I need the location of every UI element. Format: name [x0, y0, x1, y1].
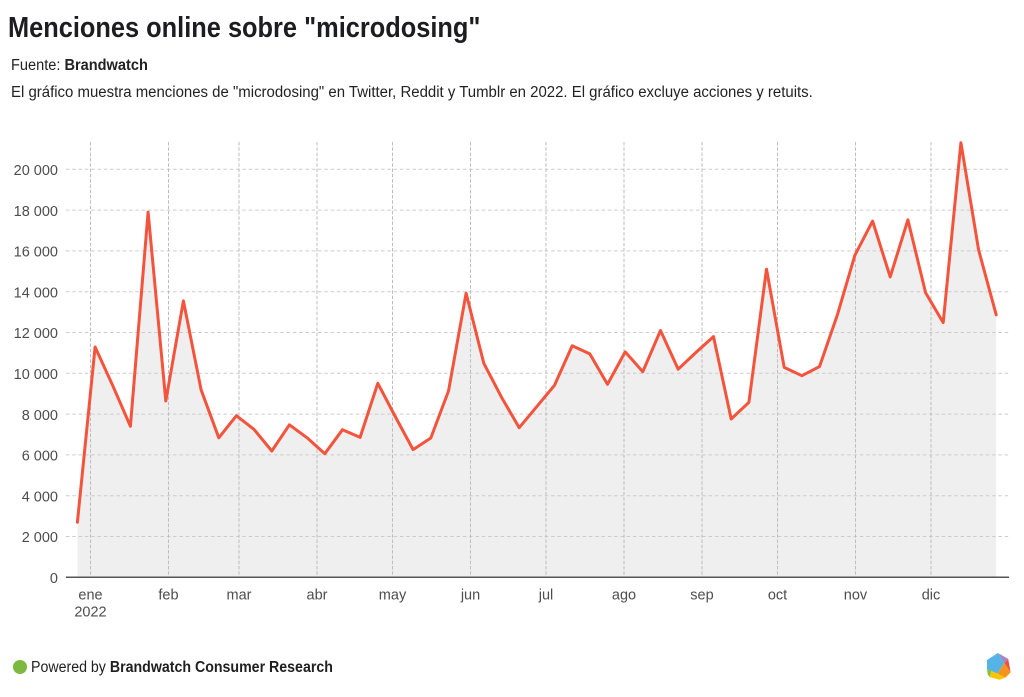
svg-text:6 000: 6 000: [22, 449, 58, 465]
svg-text:ago: ago: [612, 588, 636, 604]
svg-text:12 000: 12 000: [14, 326, 58, 342]
svg-text:jul: jul: [538, 588, 554, 604]
svg-text:nov: nov: [844, 588, 868, 604]
svg-text:14 000: 14 000: [14, 285, 58, 301]
svg-text:8 000: 8 000: [22, 408, 58, 424]
svg-text:oct: oct: [768, 588, 787, 604]
svg-text:0: 0: [50, 571, 58, 587]
svg-text:mar: mar: [227, 588, 252, 604]
svg-text:ene: ene: [78, 588, 102, 604]
svg-text:18 000: 18 000: [14, 204, 58, 220]
svg-text:jun: jun: [460, 588, 480, 604]
svg-text:sep: sep: [690, 588, 713, 604]
svg-text:dic: dic: [922, 588, 941, 604]
svg-text:may: may: [379, 588, 407, 604]
svg-text:feb: feb: [158, 588, 178, 604]
svg-text:2022: 2022: [74, 605, 106, 621]
svg-text:10 000: 10 000: [14, 367, 58, 383]
svg-text:4 000: 4 000: [22, 489, 58, 505]
svg-text:2 000: 2 000: [22, 530, 58, 546]
svg-text:abr: abr: [307, 588, 328, 604]
svg-text:16 000: 16 000: [14, 245, 58, 261]
svg-text:20 000: 20 000: [14, 163, 58, 179]
